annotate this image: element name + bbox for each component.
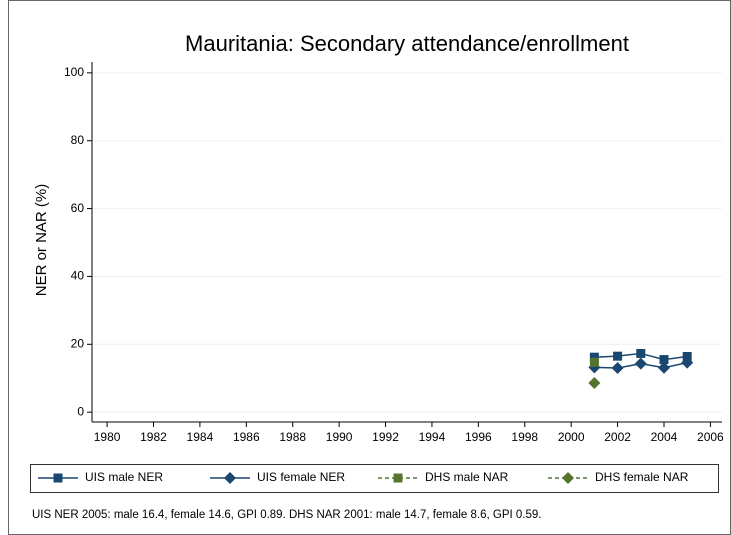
legend-box	[30, 464, 719, 493]
point	[657, 361, 670, 374]
x-tick-label: 1988	[279, 430, 306, 444]
point	[634, 357, 647, 370]
point	[682, 352, 692, 362]
point	[681, 356, 694, 369]
chart-title: Mauritania: Secondary attendance/enrollm…	[185, 31, 629, 56]
x-tick-label: 1996	[465, 430, 492, 444]
legend-label: DHS male NAR	[425, 470, 509, 484]
legend-marker	[393, 473, 403, 483]
legend-label: UIS male NER	[85, 470, 163, 484]
point	[589, 357, 599, 367]
legend-marker	[562, 472, 574, 484]
legend-marker	[224, 472, 236, 484]
y-tick-label: 80	[71, 133, 85, 147]
y-tick-label: 20	[71, 336, 85, 350]
y-axis-label: NER or NAR (%)	[33, 184, 50, 297]
y-tick-label: 60	[71, 201, 85, 215]
x-tick-label: 2000	[558, 430, 585, 444]
x-tick-label: 1992	[372, 430, 399, 444]
point	[611, 362, 624, 375]
point	[636, 348, 646, 358]
legend-label: UIS female NER	[257, 470, 345, 484]
y-tick-label: 40	[71, 269, 85, 283]
x-tick-label: 1986	[233, 430, 260, 444]
frame	[8, 0, 731, 535]
x-tick-label: 1982	[140, 430, 167, 444]
point	[659, 355, 669, 365]
point	[613, 351, 623, 361]
x-tick-label: 1998	[511, 430, 538, 444]
y-tick-label: 100	[64, 65, 84, 79]
legend-marker	[53, 473, 63, 483]
x-tick-label: 1980	[94, 430, 121, 444]
x-tick-label: 1990	[326, 430, 353, 444]
x-tick-label: 2002	[604, 430, 631, 444]
y-tick-label: 0	[77, 404, 84, 418]
x-tick-label: 1994	[419, 430, 446, 444]
x-tick-label: 2006	[697, 430, 724, 444]
point	[589, 352, 599, 362]
point	[588, 376, 601, 389]
x-tick-label: 2004	[651, 430, 678, 444]
x-tick-label: 1984	[187, 430, 214, 444]
legend-label: DHS female NAR	[595, 470, 689, 484]
note: UIS NER 2005: male 16.4, female 14.6, GP…	[32, 509, 541, 521]
